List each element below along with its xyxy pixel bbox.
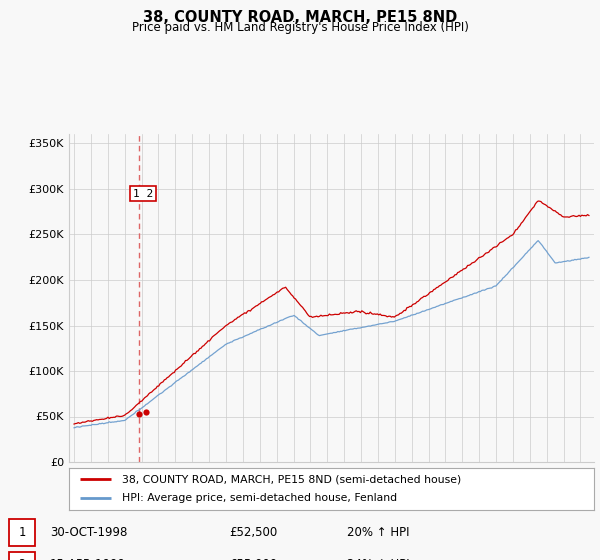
Text: £55,000: £55,000: [229, 558, 278, 560]
Text: 15-APR-1999: 15-APR-1999: [50, 558, 126, 560]
Text: 1 2: 1 2: [133, 189, 154, 199]
Text: 2: 2: [19, 558, 26, 560]
Bar: [9, 520, 35, 546]
Text: 38, COUNTY ROAD, MARCH, PE15 8ND: 38, COUNTY ROAD, MARCH, PE15 8ND: [143, 10, 457, 25]
Text: Price paid vs. HM Land Registry's House Price Index (HPI): Price paid vs. HM Land Registry's House …: [131, 21, 469, 34]
Text: 38, COUNTY ROAD, MARCH, PE15 8ND (semi-detached house): 38, COUNTY ROAD, MARCH, PE15 8ND (semi-d…: [121, 474, 461, 484]
Bar: [9, 552, 35, 560]
Text: £52,500: £52,500: [229, 526, 278, 539]
Text: 20% ↑ HPI: 20% ↑ HPI: [347, 526, 410, 539]
Text: 24% ↑ HPI: 24% ↑ HPI: [347, 558, 410, 560]
Text: 1: 1: [19, 526, 26, 539]
Text: 30-OCT-1998: 30-OCT-1998: [50, 526, 127, 539]
Text: HPI: Average price, semi-detached house, Fenland: HPI: Average price, semi-detached house,…: [121, 493, 397, 503]
